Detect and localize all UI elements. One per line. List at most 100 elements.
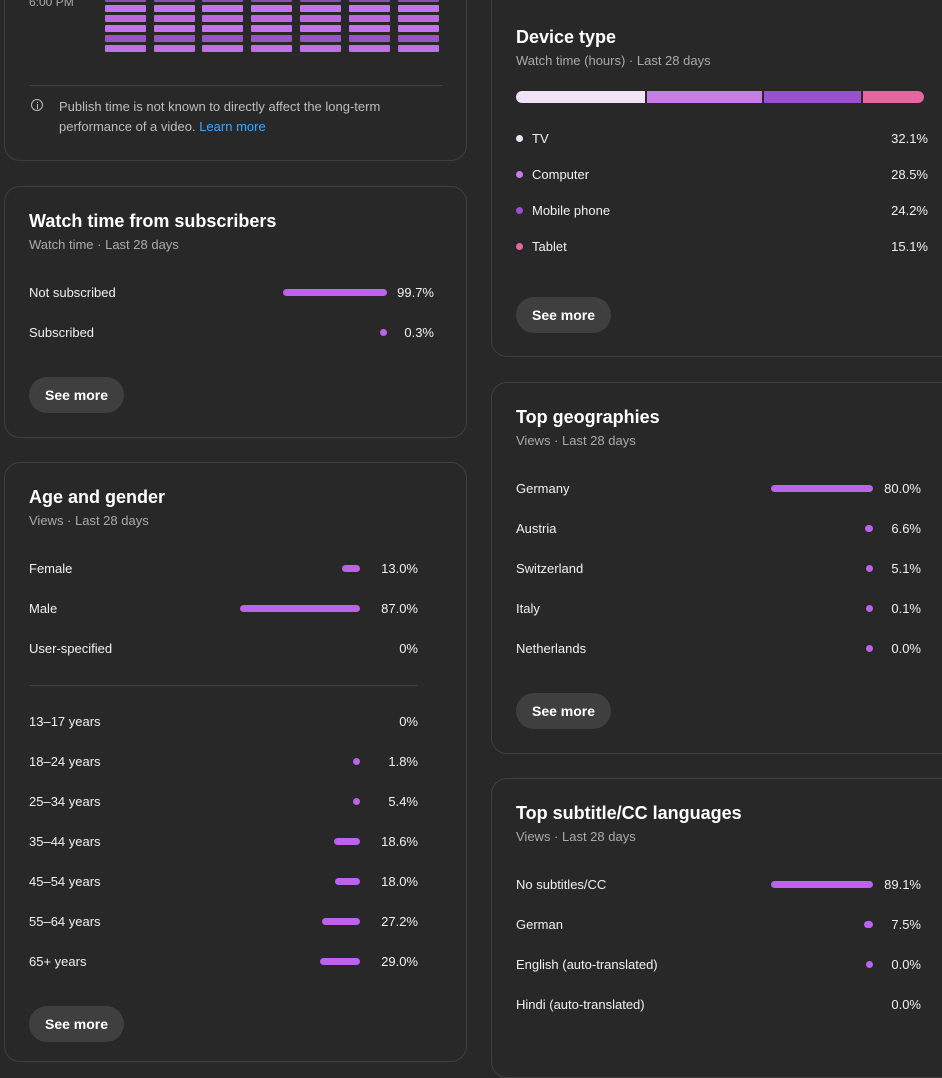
heatmap-cell: [398, 25, 439, 32]
device-legend-label: TV: [532, 131, 549, 146]
device-title: Device type: [516, 27, 617, 47]
cc-language-row-value: 7.5%: [891, 917, 921, 932]
geographies-subtitle: Views · Last 28 days: [516, 433, 636, 448]
age-row-value: 18.6%: [381, 834, 418, 849]
geography-row-dot: [866, 605, 873, 612]
geography-row-value: 5.1%: [891, 561, 921, 576]
gender-row: User-specified 0%: [29, 639, 418, 659]
device-legend-dot: [516, 135, 523, 142]
gender-row: Male 87.0%: [29, 599, 418, 619]
geographies-title: Top geographies: [516, 407, 660, 427]
subscriber-row-bar: [283, 289, 387, 296]
publish-divider: [29, 85, 443, 86]
subscribers-title: Watch time from subscribers: [29, 211, 277, 231]
device-legend-value: 15.1%: [891, 239, 928, 254]
geographies-see-more-button[interactable]: See more: [516, 693, 612, 729]
age-row-label: 55–64 years: [29, 914, 101, 929]
age-row-label: 25–34 years: [29, 794, 101, 809]
subscriber-row-label: Not subscribed: [29, 285, 116, 300]
device-legend-label: Mobile phone: [532, 203, 611, 218]
publish-note-text: Publish time is not known to directly af…: [59, 99, 381, 134]
device-bar-segment: [516, 91, 645, 103]
heatmap-cell: [300, 15, 341, 22]
geography-row-label: Italy: [516, 601, 540, 616]
cc-language-row: German 7.5%: [516, 915, 921, 935]
heatmap-cell: [105, 0, 146, 2]
heatmap-cell: [154, 35, 195, 42]
age-row: 65+ years 29.0%: [29, 952, 418, 972]
geographies-card: Top geographies Views · Last 28 days Ger…: [491, 382, 942, 754]
cc-language-row-value: 89.1%: [884, 877, 921, 892]
heatmap-cell: [202, 45, 243, 52]
device-legend-value: 24.2%: [891, 203, 928, 218]
age-row-dot: [353, 798, 360, 805]
device-legend-row: Computer 28.5%: [516, 165, 928, 185]
geography-row: Germany 80.0%: [516, 479, 921, 499]
learn-more-link[interactable]: Learn more: [199, 119, 266, 134]
heatmap-cell: [154, 25, 195, 32]
publish-note: Publish time is not known to directly af…: [59, 97, 419, 137]
cc-language-row-label: No subtitles/CC: [516, 877, 607, 892]
heatmap-cell: [398, 15, 439, 22]
cc-language-row-dot: [866, 961, 873, 968]
heatmap-cell: [398, 5, 439, 12]
heatmap-cell: [398, 45, 439, 52]
device-subtitle: Watch time (hours) · Last 28 days: [516, 53, 711, 68]
device-see-more-button[interactable]: See more: [516, 297, 612, 333]
device-legend-dot: [516, 207, 523, 214]
heatmap-cell: [105, 45, 146, 52]
subscribers-subtitle: Watch time · Last 28 days: [29, 237, 179, 252]
age-gender-see-more-button[interactable]: See more: [29, 1006, 125, 1042]
subscribers-card: Watch time from subscribers Watch time ·…: [4, 186, 467, 438]
heatmap-cell: [105, 25, 146, 32]
subscribers-see-more-button[interactable]: See more: [29, 377, 125, 413]
age-row-value: 0%: [399, 714, 418, 729]
device-legend-row: Tablet 15.1%: [516, 237, 928, 257]
subtitles-subtitle: Views · Last 28 days: [516, 829, 636, 844]
subscriber-row-value: 0.3%: [404, 325, 434, 340]
cc-language-row-bar: [864, 921, 873, 928]
geography-row-label: Germany: [516, 481, 570, 496]
heatmap-cell: [105, 35, 146, 42]
gender-row-label: Female: [29, 561, 73, 576]
heatmap-cell: [251, 35, 292, 42]
cc-language-row-value: 0.0%: [891, 957, 921, 972]
cc-language-row-bar: [771, 881, 873, 888]
geography-row-label: Austria: [516, 521, 557, 536]
heatmap-cell: [202, 35, 243, 42]
age-gender-divider: [29, 685, 418, 686]
geography-row: Italy 0.1%: [516, 599, 921, 619]
heatmap-cell: [300, 25, 341, 32]
heatmap-cell: [251, 15, 292, 22]
heatmap-cell: [349, 5, 390, 12]
cc-language-row-label: Hindi (auto-translated): [516, 997, 645, 1012]
age-row-label: 35–44 years: [29, 834, 101, 849]
heatmap-cell: [105, 5, 146, 12]
geography-row: Netherlands 0.0%: [516, 639, 921, 659]
geography-row-value: 6.6%: [891, 521, 921, 536]
cc-language-row-value: 0.0%: [891, 997, 921, 1012]
subscriber-row: Not subscribed 99.7%: [29, 283, 434, 303]
geography-row-dot: [866, 565, 873, 572]
heatmap-cell: [349, 35, 390, 42]
age-row-bar: [334, 838, 360, 845]
heatmap-cell: [349, 25, 390, 32]
heatmap-cell: [300, 45, 341, 52]
heatmap-cell: [349, 15, 390, 22]
device-bar-segment: [863, 91, 924, 103]
cc-language-row: No subtitles/CC 89.1%: [516, 875, 921, 895]
age-row: 25–34 years 5.4%: [29, 792, 418, 812]
geography-row: Switzerland 5.1%: [516, 559, 921, 579]
gender-row-label: User-specified: [29, 641, 113, 656]
age-row-label: 65+ years: [29, 954, 87, 969]
heatmap-cell: [251, 5, 292, 12]
device-legend-value: 28.5%: [891, 167, 928, 182]
cc-language-row: Hindi (auto-translated) 0.0%: [516, 995, 921, 1015]
age-gender-subtitle: Views · Last 28 days: [29, 513, 149, 528]
heatmap-cell: [105, 15, 146, 22]
device-bar-segment: [764, 91, 861, 103]
info-icon: [31, 99, 43, 111]
subscriber-row-dot: [380, 329, 387, 336]
publish-heatmap: [105, 0, 445, 55]
subscriber-row-value: 99.7%: [397, 285, 434, 300]
